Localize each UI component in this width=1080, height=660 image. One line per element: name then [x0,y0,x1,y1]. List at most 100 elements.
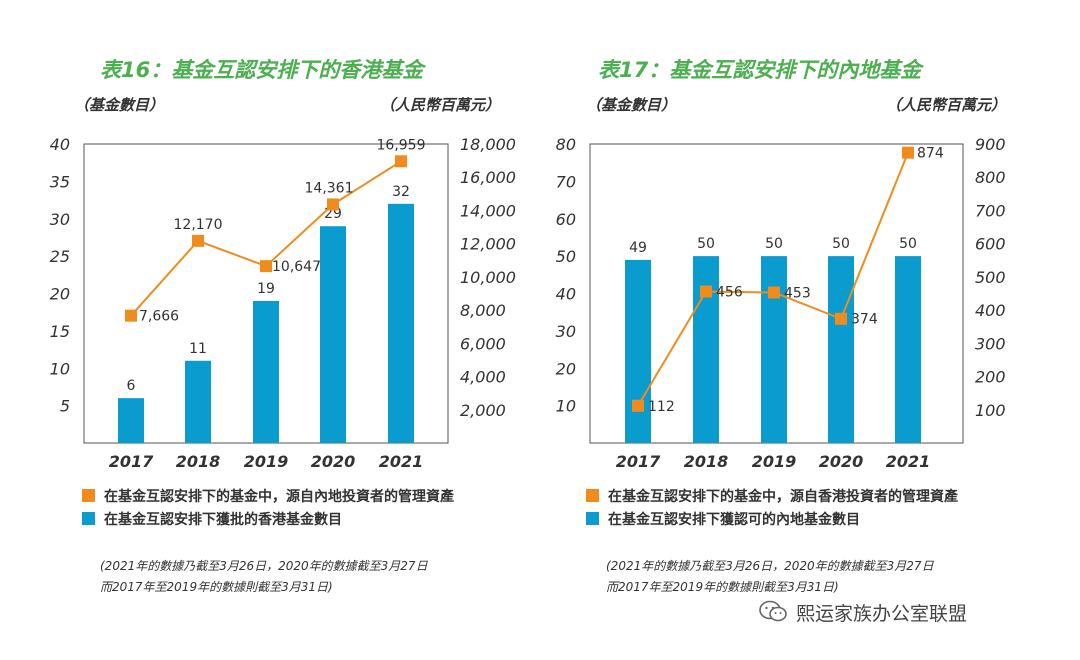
watermark: 熙运家族办公室联盟 [758,598,967,626]
right-axis-label: （人民幣百萬元） [886,96,1007,114]
bar-value-label: 50 [899,236,917,252]
line-point [125,309,137,322]
right-tick-label: 400 [975,301,1006,320]
right-tick-label: 8,000 [460,301,506,320]
x-tick-label: 2020 [311,452,356,471]
legend-label: 在基金互認安排下獲批的香港基金數目 [104,511,342,528]
x-tick-label: 2017 [616,452,661,471]
x-tick-label: 2018 [176,452,221,471]
chart-legend: 在基金互認安排下的基金中，源自內地投資者的管理資產 在基金互認安排下獲批的香港基… [82,484,454,530]
bar [895,256,921,443]
x-tick-label: 2019 [752,452,797,471]
footnote-line: 而2017年至2019年的數據則截至3月31日) [606,580,839,594]
line-point [902,146,914,159]
bar [118,398,144,443]
line-value-label: 16,959 [377,137,426,153]
right-tick-label: 18,000 [460,135,516,154]
legend-item-aum: 在基金互認安排下的基金中，源自內地投資者的管理資產 [82,484,454,507]
line-value-label: 874 [917,146,944,162]
left-tick-label: 20 [556,359,576,378]
left-tick-label: 10 [556,397,576,416]
chart-title: 表16：基金互認安排下的香港基金 [100,58,424,82]
left-axis-label: （基金數目） [586,96,677,114]
line-point [700,285,712,298]
left-tick-label: 70 [556,172,576,191]
legend-label: 在基金互認安排下的基金中，源自香港投資者的管理資產 [608,488,958,505]
bar [388,203,414,443]
left-tick-label: 15 [50,322,70,341]
chart-legend: 在基金互認安排下的基金中，源自香港投資者的管理資產 在基金互認安排下獲認可的內地… [586,484,958,530]
bar [320,226,346,443]
watermark-text: 熙运家族办公室联盟 [796,602,968,625]
line-point [327,198,339,211]
legend-swatch-blue [82,512,95,525]
left-tick-label: 10 [50,359,70,378]
left-tick-label: 40 [50,135,70,154]
x-tick-label: 2017 [109,452,154,471]
x-tick-label: 2018 [684,452,729,471]
right-tick-label: 2,000 [460,401,506,420]
bar [253,300,279,443]
left-tick-label: 35 [50,172,70,191]
bar-value-label: 19 [257,281,275,297]
left-tick-label: 60 [556,210,576,229]
legend-item-fund-count: 在基金互認安排下獲認可的內地基金數目 [586,507,958,530]
footnote-line: 而2017年至2019年的數據則截至3月31日) [100,580,333,594]
x-tick-label: 2019 [244,452,289,471]
legend-item-fund-count: 在基金互認安排下獲批的香港基金數目 [82,507,454,530]
right-tick-label: 4,000 [460,368,506,387]
bar-value-label: 50 [697,236,715,252]
line-point [260,260,272,273]
right-tick-label: 14,000 [460,201,516,220]
left-tick-label: 40 [556,285,576,304]
left-axis-label: （基金數目） [74,96,165,114]
line-value-label: 456 [716,285,743,301]
line-value-label: 14,361 [305,180,354,196]
footnote: (2021年的數據乃截至3月26日，2020年的數據截至3月27日 而2017年… [606,556,934,598]
bar [185,360,211,443]
legend-swatch-blue [586,512,599,525]
line-point [192,234,204,247]
x-tick-label: 2021 [886,452,931,471]
legend-swatch-orange [82,489,95,502]
wechat-icon [759,600,787,622]
chart-title: 表17：基金互認安排下的內地基金 [598,58,922,82]
line-point [395,155,407,168]
line-value-label: 112 [648,399,675,415]
line-point [632,399,644,412]
bar-value-label: 50 [832,236,850,252]
line-point [768,286,780,299]
right-tick-label: 300 [975,334,1006,353]
right-tick-label: 600 [975,235,1006,254]
line-value-label: 7,666 [139,309,179,325]
line-value-label: 10,647 [272,259,321,275]
right-tick-label: 16,000 [460,168,516,187]
bar-value-label: 6 [127,378,136,394]
left-tick-label: 80 [556,135,576,154]
legend-label: 在基金互認安排下獲認可的內地基金數目 [608,511,860,528]
footnote: (2021年的數據乃截至3月26日，2020年的數據截至3月27日 而2017年… [100,556,428,598]
right-tick-label: 500 [975,268,1006,287]
bar-value-label: 50 [765,236,783,252]
bar [828,256,854,443]
bar-value-label: 49 [629,240,647,256]
right-tick-label: 900 [975,135,1006,154]
bar-value-label: 11 [189,341,207,357]
left-tick-label: 50 [556,247,576,266]
right-tick-label: 700 [975,201,1006,220]
left-tick-label: 30 [50,210,70,229]
x-tick-label: 2020 [819,452,864,471]
chart-plot: 5 10 15 20 25 30 35 40 2,000 4,000 6,000 8,000 10,00… [50,135,516,471]
right-tick-label: 10,000 [460,268,516,287]
line-point [835,312,847,325]
footnote-line: (2021年的數據乃截至3月26日，2020年的數據截至3月27日 [100,559,428,573]
chart-plot: 10 20 30 40 50 60 70 80 100 200 300 400 500 600 700 800… [556,135,1006,471]
right-tick-label: 200 [975,368,1006,387]
line-value-label: 453 [784,286,811,302]
left-tick-label: 25 [50,247,70,266]
left-tick-label: 30 [556,322,576,341]
line-value-label: 374 [851,312,878,328]
bar [761,256,787,443]
left-tick-label: 5 [60,397,70,416]
x-tick-label: 2021 [379,452,424,471]
